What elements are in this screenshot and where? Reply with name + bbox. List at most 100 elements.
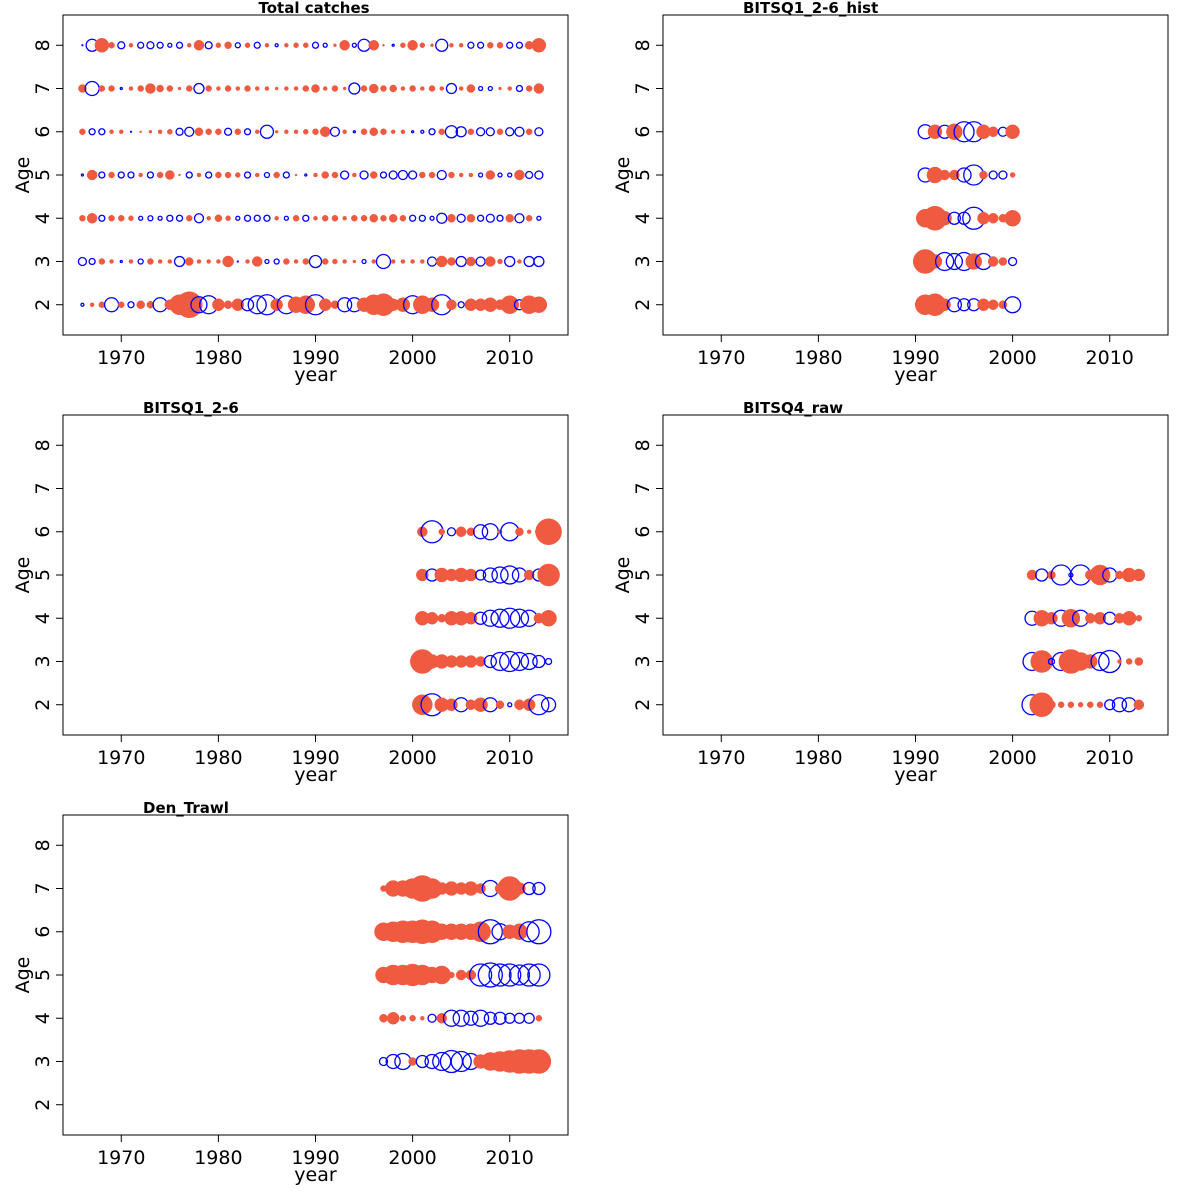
bubble-positive [128, 86, 134, 91]
bubble-negative [487, 85, 493, 92]
bubble-negative [934, 251, 955, 272]
bubble-positive [109, 259, 114, 264]
bubble-negative [247, 295, 267, 315]
bubble-negative [468, 963, 493, 987]
bubble-negative [532, 881, 546, 896]
bubble-negative [127, 171, 135, 179]
bubble-positive [496, 128, 504, 136]
bubble-negative [185, 171, 193, 179]
bubble-positive [98, 85, 106, 92]
x-tick-label: 2010 [486, 1147, 534, 1169]
bubble-negative [493, 1011, 507, 1025]
bubble-negative [339, 170, 350, 180]
y-tick-label: 4 [632, 212, 654, 224]
bubble-positive [360, 85, 368, 92]
bubble-positive [540, 609, 557, 627]
bubble-positive [216, 259, 221, 264]
bubble-positive [215, 42, 222, 49]
bubble-negative [77, 256, 88, 267]
bubble-positive [157, 129, 163, 135]
x-tick-label: 1980 [794, 347, 842, 369]
bubble-positive [430, 43, 434, 48]
bubble-negative [98, 128, 106, 136]
bubble-negative [1007, 256, 1018, 267]
bubble-positive [303, 42, 309, 49]
bubble-positive [332, 258, 338, 265]
bubble-negative [442, 1009, 461, 1027]
bubble-positive [223, 300, 233, 309]
y-tick-label: 5 [32, 569, 54, 581]
bubble-positive [533, 83, 545, 94]
bubble-positive [1061, 608, 1081, 628]
bubble-positive [977, 211, 990, 225]
bubble-negative [184, 126, 195, 137]
bubble-positive [937, 210, 952, 226]
bubble-positive [389, 84, 397, 93]
bubble-negative [518, 921, 540, 943]
bubble-negative [477, 919, 503, 945]
bubble-negative [490, 651, 510, 672]
bubble-positive [284, 43, 289, 48]
bubble-negative [408, 214, 417, 222]
bubble-positive [979, 170, 988, 180]
bubble-negative [490, 608, 510, 628]
bubble-positive [368, 40, 380, 51]
bubble-negative [522, 881, 536, 896]
bubble-negative [352, 130, 356, 134]
bubble-positive [496, 42, 504, 49]
bubble-positive [498, 86, 502, 91]
panel-bitsq4-raw: BITSQ4_raw 1970 1980 1990 2000 2010 2 3 4 5 6 7 8 yea… [612, 399, 1169, 786]
bubble-negative [236, 260, 239, 263]
bubble-positive [382, 44, 385, 47]
bubble-negative [156, 41, 164, 49]
bubble-positive [987, 299, 999, 310]
bubble-negative [475, 127, 486, 137]
bubble-positive [178, 173, 181, 177]
bubble-negative [204, 41, 213, 50]
bubble-negative [473, 611, 488, 625]
y-tick-label: 7 [32, 882, 54, 894]
bubble-negative [243, 128, 252, 136]
bubble-negative [953, 121, 975, 143]
bubble-positive [400, 129, 406, 135]
bubble-positive [399, 1014, 407, 1022]
bubble-positive [321, 258, 329, 265]
bubble-positive [167, 129, 173, 135]
bubble-negative [527, 963, 551, 987]
bubble-positive [438, 528, 445, 536]
bubble-positive [369, 213, 379, 223]
bubble-positive [222, 255, 234, 268]
bubble-positive [475, 883, 486, 894]
bubble-positive [360, 128, 368, 136]
bubble-negative [167, 42, 173, 48]
bubble-negative [488, 963, 512, 987]
bubble-positive [205, 128, 212, 136]
bubble-positive [234, 128, 242, 136]
bubble-positive [410, 259, 415, 264]
bubble-negative [508, 964, 531, 986]
panel-den-trawl: Den_Trawl 1970 1980 1990 2000 2010 2 3 4 5 6 7 8 year… [12, 799, 569, 1186]
bubble-negative [336, 297, 353, 313]
bubble-positive [331, 85, 339, 92]
bubble-positive [420, 1015, 425, 1021]
bubble-negative [88, 128, 96, 136]
bubble-positive [224, 85, 232, 92]
bubble-negative [1047, 657, 1056, 666]
bubble-positive [293, 259, 299, 264]
x-tick-label: 1970 [97, 1147, 145, 1169]
bubble-positive [156, 84, 164, 93]
y-tick-label: 2 [632, 699, 654, 711]
bubble-positive [312, 128, 319, 136]
bubble-positive [284, 86, 289, 91]
bubble-negative [474, 569, 487, 581]
bubble-negative [427, 1013, 437, 1023]
bubble-negative [477, 85, 484, 92]
bubble-negative [507, 172, 513, 178]
bubble-positive [351, 214, 358, 222]
bubble-negative [429, 215, 435, 221]
bubble-positive [998, 257, 1008, 266]
bubble-positive [485, 256, 496, 267]
bubble-negative [477, 962, 503, 988]
bubble-positive [408, 1057, 417, 1066]
